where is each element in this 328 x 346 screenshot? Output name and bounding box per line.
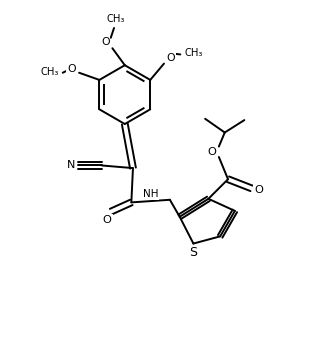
Text: O: O [67, 64, 75, 74]
Text: O: O [103, 215, 112, 225]
Text: N: N [67, 160, 75, 170]
Text: O: O [101, 37, 110, 47]
Text: CH₃: CH₃ [41, 67, 59, 77]
Text: CH₃: CH₃ [107, 14, 125, 24]
Text: O: O [207, 147, 216, 157]
Text: CH₃: CH₃ [185, 48, 203, 58]
Text: O: O [166, 53, 175, 63]
Text: S: S [189, 246, 197, 259]
Text: O: O [254, 185, 263, 195]
Text: NH: NH [143, 189, 158, 199]
